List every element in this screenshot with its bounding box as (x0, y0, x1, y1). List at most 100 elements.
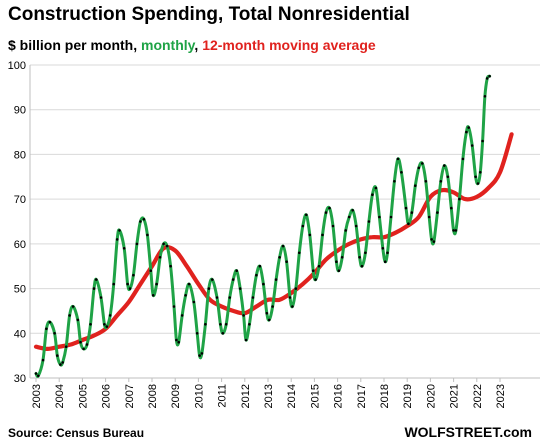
monthly-point-19 (99, 296, 103, 299)
monthly-point-89 (331, 224, 335, 228)
monthly-point-0 (34, 372, 38, 375)
monthly-point-94 (347, 215, 351, 219)
monthly-point-61 (238, 287, 242, 290)
y-tick-label-30: 30 (14, 373, 26, 385)
monthly-point-51 (204, 323, 207, 326)
monthly-point-39 (165, 244, 169, 248)
x-tick-label-2022: 2022 (472, 384, 484, 408)
monthly-point-117 (424, 180, 428, 183)
monthly-point-24 (115, 238, 119, 241)
monthly-point-116 (421, 162, 424, 165)
monthly-point-121 (436, 211, 439, 214)
monthly-point-102 (374, 186, 378, 190)
monthly-point-133 (474, 175, 477, 179)
monthly-point-67 (258, 264, 262, 268)
monthly-point-48 (195, 332, 199, 335)
monthly-point-13 (79, 340, 82, 344)
monthly-point-36 (155, 282, 158, 286)
monthly-point-96 (354, 224, 358, 228)
x-tick-label-2014: 2014 (286, 384, 298, 408)
monthly-point-64 (248, 323, 251, 326)
monthly-point-21 (105, 325, 109, 328)
monthly-point-93 (344, 229, 348, 232)
monthly-point-32 (142, 218, 146, 221)
monthly-point-131 (467, 126, 471, 129)
monthly-point-15 (85, 343, 89, 346)
x-tick-label-2006: 2006 (101, 384, 113, 408)
monthly-point-99 (364, 251, 367, 255)
monthly-point-71 (271, 305, 274, 308)
monthly-point-122 (439, 180, 443, 183)
monthly-point-7 (59, 363, 62, 366)
monthly-point-79 (298, 251, 301, 255)
x-tick-label-2009: 2009 (170, 384, 182, 408)
monthly-point-41 (172, 305, 176, 308)
monthly-point-52 (207, 287, 211, 290)
monthly-point-37 (158, 255, 162, 259)
x-tick-label-2005: 2005 (77, 384, 89, 408)
monthly-point-59 (231, 278, 235, 281)
x-tick-label-2010: 2010 (193, 384, 205, 408)
monthly-point-35 (151, 294, 155, 297)
monthly-point-95 (351, 209, 355, 212)
monthly-point-57 (224, 323, 228, 326)
monthly-point-90 (335, 260, 338, 264)
monthly-point-60 (235, 269, 238, 273)
x-tick-labels: 2003 2004 2005 2006 2007 2008 2009 2010 2011 2012… (31, 384, 507, 408)
series (33, 74, 514, 378)
subtitle-units: $ billion per month, (8, 37, 141, 53)
monthly-point-106 (386, 251, 389, 255)
monthly-point-12 (76, 318, 80, 322)
monthly-point-44 (180, 314, 184, 317)
monthly-point-23 (112, 282, 115, 286)
monthly-point-134 (476, 182, 480, 185)
monthly-point-85 (317, 264, 321, 268)
monthly-point-132 (470, 144, 474, 147)
monthly-point-16 (89, 323, 92, 326)
x-tick-label-2015: 2015 (309, 384, 321, 408)
monthly-point-10 (68, 314, 71, 317)
y-tick-label-90: 90 (14, 105, 26, 117)
monthly-point-14 (82, 347, 85, 351)
monthly-point-20 (103, 323, 106, 326)
monthly-point-103 (378, 215, 381, 219)
monthly-point-9 (64, 345, 68, 349)
x-tick-label-2007: 2007 (124, 384, 136, 408)
monthly-point-92 (340, 255, 344, 259)
monthly-point-27 (126, 282, 129, 286)
monthly-point-66 (255, 273, 258, 277)
monthly-point-80 (301, 224, 305, 228)
monthly-point-65 (251, 296, 255, 299)
monthly-point-18 (95, 278, 98, 281)
monthly-point-22 (108, 314, 112, 317)
monthly-point-86 (321, 233, 324, 237)
monthly-point-98 (360, 264, 364, 268)
monthly-point-2 (41, 358, 45, 362)
monthly-point-123 (443, 164, 446, 167)
monthly-point-87 (324, 211, 328, 214)
x-tick-label-2003: 2003 (31, 384, 43, 408)
x-tick-label-2008: 2008 (147, 384, 159, 408)
x-tick-label-2013: 2013 (263, 384, 275, 408)
monthly-point-1 (37, 374, 40, 378)
monthly-point-8 (61, 361, 64, 364)
monthly-point-105 (383, 260, 387, 264)
y-tick-label-50: 50 (14, 284, 26, 296)
monthly-point-119 (430, 238, 433, 241)
monthly-point-70 (267, 318, 271, 322)
x-tick-label-2023: 2023 (495, 384, 507, 408)
monthly-point-63 (244, 338, 248, 342)
monthly-point-62 (242, 314, 245, 317)
monthly-point-46 (187, 282, 191, 286)
monthly-point-111 (404, 206, 408, 210)
x-tick-label-2017: 2017 (356, 384, 368, 408)
monthly-point-11 (71, 305, 75, 308)
gridlines (30, 64, 540, 379)
source-note: Source: Census Bureau (8, 426, 145, 440)
monthly-point-76 (288, 296, 292, 299)
monthly-point-82 (308, 233, 312, 237)
monthly-point-25 (118, 229, 121, 232)
monthly-point-73 (278, 255, 281, 259)
axes (29, 65, 540, 382)
monthly-point-139 (488, 74, 491, 78)
